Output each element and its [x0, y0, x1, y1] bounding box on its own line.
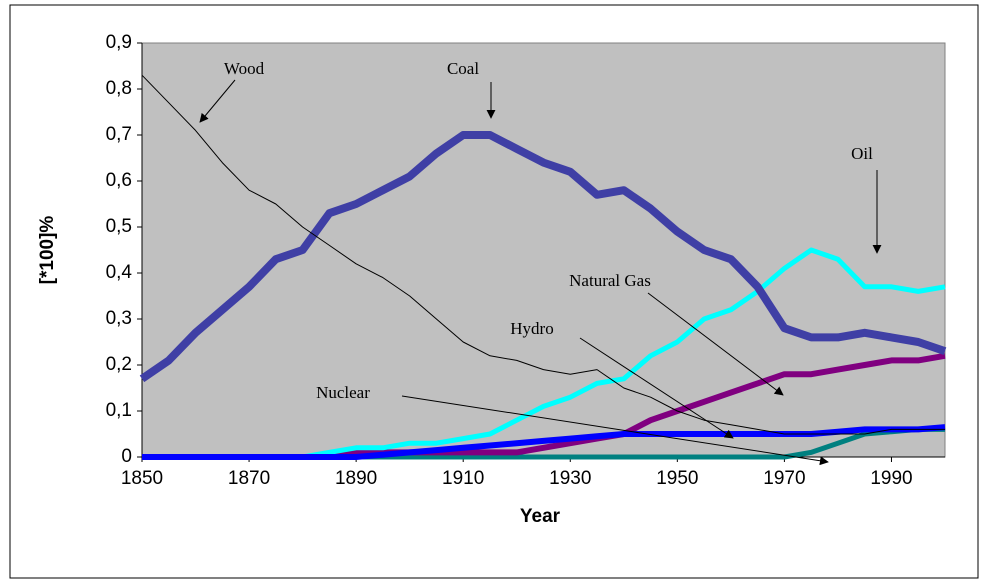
y-tick-label: 0,2	[106, 354, 132, 375]
y-tick-label: 0,7	[106, 124, 132, 145]
x-tick-label: 1950	[656, 468, 698, 489]
y-tick-label: 0,1	[106, 400, 132, 421]
y-tick-label: 0,5	[106, 216, 132, 237]
x-tick-label: 1930	[549, 468, 591, 489]
annotation-arrow	[401, 395, 829, 466]
x-tick-label: 1850	[121, 468, 163, 489]
series-annotation: Natural Gas	[569, 271, 651, 290]
y-axis-title: [*100]%	[37, 216, 58, 285]
annotation-arrow	[647, 292, 784, 396]
x-tick-label: 1890	[335, 468, 377, 489]
annotation-arrow	[199, 79, 236, 123]
series-annotation: Wood	[224, 59, 265, 78]
series-annotation: Hydro	[510, 319, 553, 338]
series-annotation: Nuclear	[316, 383, 370, 402]
x-tick-label: 1990	[870, 468, 912, 489]
x-tick-label: 1910	[442, 468, 484, 489]
y-tick-label: 0,4	[106, 262, 133, 283]
x-axis-title: Year	[520, 506, 561, 527]
y-tick-label: 0,9	[106, 32, 132, 53]
y-tick-label: 0,6	[106, 170, 132, 191]
y-tick-label: 0,8	[106, 78, 132, 99]
series-line	[141, 74, 945, 435]
annotation-arrow	[579, 337, 734, 439]
x-tick-label: 1970	[763, 468, 805, 489]
plot-area	[141, 42, 946, 458]
series-line	[139, 131, 947, 383]
series-annotation: Oil	[851, 144, 873, 163]
y-tick-label: 0	[121, 446, 132, 467]
series-annotation: Coal	[447, 59, 479, 78]
x-tick-label: 1870	[228, 468, 270, 489]
y-tick-label: 0,3	[106, 308, 132, 329]
